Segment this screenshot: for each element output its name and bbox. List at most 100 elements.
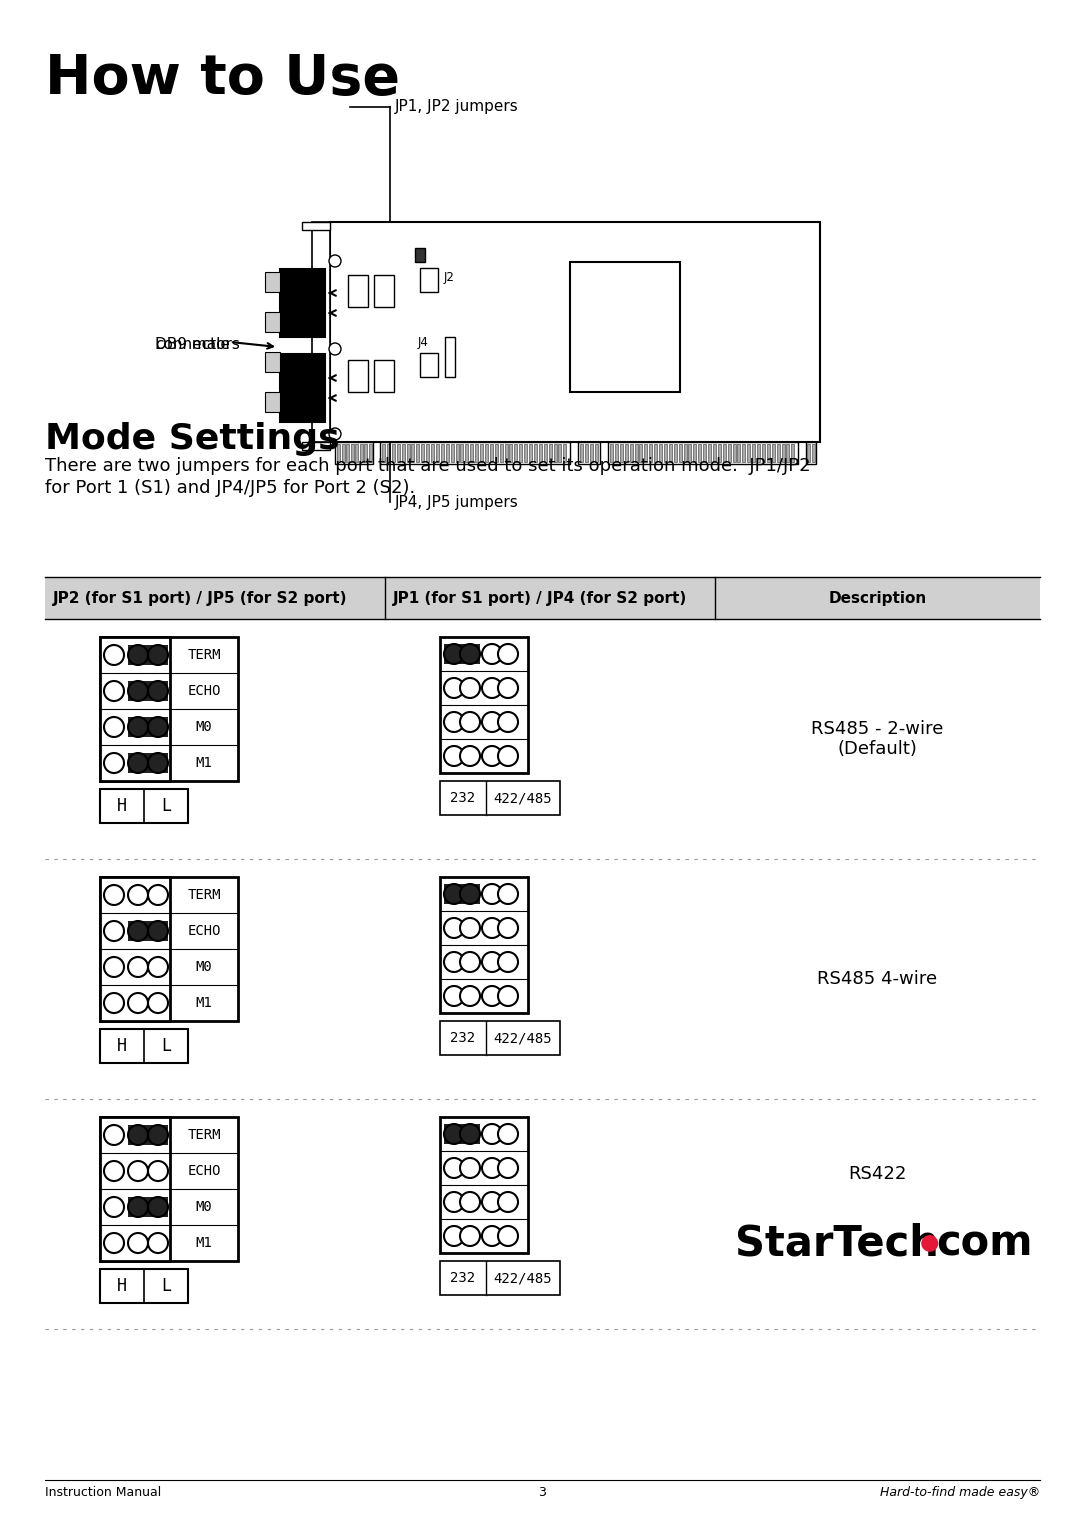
Bar bbox=[265, 393, 280, 412]
Bar bbox=[450, 444, 454, 463]
Bar bbox=[280, 355, 325, 422]
Bar bbox=[100, 1269, 188, 1303]
Circle shape bbox=[148, 884, 168, 906]
Circle shape bbox=[482, 918, 502, 938]
Bar bbox=[460, 444, 463, 463]
Bar bbox=[570, 262, 680, 393]
Text: Mode Settings: Mode Settings bbox=[45, 422, 339, 457]
Circle shape bbox=[444, 884, 464, 904]
Circle shape bbox=[482, 677, 502, 699]
Bar bbox=[330, 222, 820, 441]
Circle shape bbox=[460, 1158, 480, 1178]
Bar bbox=[630, 444, 633, 463]
Bar bbox=[782, 444, 784, 463]
Circle shape bbox=[460, 1192, 480, 1212]
Bar bbox=[558, 444, 562, 463]
Circle shape bbox=[104, 717, 124, 737]
Bar bbox=[534, 444, 537, 463]
Circle shape bbox=[104, 753, 124, 773]
Bar bbox=[635, 444, 637, 463]
Bar bbox=[368, 444, 372, 463]
Text: connectors: connectors bbox=[156, 320, 240, 352]
Circle shape bbox=[498, 1227, 518, 1247]
Bar bbox=[436, 444, 438, 463]
Bar bbox=[684, 444, 687, 463]
Bar bbox=[564, 444, 566, 463]
Circle shape bbox=[460, 644, 480, 664]
Bar bbox=[416, 444, 419, 463]
Text: ECHO: ECHO bbox=[187, 1164, 220, 1178]
Bar bbox=[302, 441, 330, 451]
Circle shape bbox=[104, 884, 124, 906]
Bar bbox=[440, 638, 528, 773]
Bar bbox=[529, 444, 532, 463]
Text: 422/485: 422/485 bbox=[494, 1271, 552, 1285]
Text: com: com bbox=[936, 1224, 1032, 1265]
Text: RS485 4-wire: RS485 4-wire bbox=[818, 970, 937, 988]
Circle shape bbox=[104, 992, 124, 1014]
Bar bbox=[355, 444, 357, 463]
Bar bbox=[440, 1117, 528, 1253]
Bar bbox=[615, 444, 618, 463]
Circle shape bbox=[444, 918, 464, 938]
Bar bbox=[346, 444, 349, 463]
Bar bbox=[500, 444, 502, 463]
Bar bbox=[348, 361, 368, 393]
Text: Description: Description bbox=[828, 591, 927, 606]
Bar bbox=[688, 444, 691, 463]
Text: JP1 (for S1 port) / JP4 (for S2 port): JP1 (for S1 port) / JP4 (for S2 port) bbox=[393, 591, 687, 606]
Circle shape bbox=[148, 717, 168, 737]
Text: H: H bbox=[117, 798, 127, 814]
Circle shape bbox=[498, 712, 518, 732]
Circle shape bbox=[104, 1161, 124, 1181]
Text: TERM: TERM bbox=[187, 1128, 220, 1142]
Circle shape bbox=[329, 342, 341, 355]
Bar bbox=[402, 444, 405, 463]
Circle shape bbox=[129, 717, 148, 737]
Bar bbox=[807, 444, 810, 463]
Bar bbox=[703, 444, 706, 463]
Circle shape bbox=[148, 1125, 168, 1145]
Bar bbox=[595, 444, 598, 463]
Bar bbox=[549, 444, 552, 463]
Text: H: H bbox=[117, 1036, 127, 1055]
Circle shape bbox=[148, 680, 168, 702]
Bar bbox=[374, 361, 394, 393]
Bar bbox=[380, 441, 570, 464]
Bar bbox=[441, 444, 444, 463]
Text: J4: J4 bbox=[418, 336, 429, 349]
Text: TERM: TERM bbox=[187, 887, 220, 903]
Circle shape bbox=[129, 1125, 148, 1145]
Text: 232: 232 bbox=[450, 1271, 475, 1285]
Text: M0: M0 bbox=[195, 720, 213, 734]
Bar bbox=[539, 444, 542, 463]
Circle shape bbox=[104, 1196, 124, 1218]
Bar bbox=[480, 444, 483, 463]
Bar bbox=[786, 444, 789, 463]
Text: 232: 232 bbox=[450, 1030, 475, 1046]
Bar bbox=[742, 444, 745, 463]
Circle shape bbox=[498, 951, 518, 973]
Circle shape bbox=[129, 680, 148, 702]
Bar bbox=[312, 222, 330, 441]
Circle shape bbox=[498, 644, 518, 664]
Bar bbox=[440, 877, 528, 1014]
Bar bbox=[495, 444, 498, 463]
Bar bbox=[747, 444, 751, 463]
Bar bbox=[524, 444, 527, 463]
Bar bbox=[100, 877, 170, 1021]
Bar bbox=[580, 444, 583, 463]
Bar bbox=[420, 268, 438, 292]
Bar bbox=[761, 444, 765, 463]
Circle shape bbox=[482, 884, 502, 904]
Text: Instruction Manual: Instruction Manual bbox=[45, 1485, 161, 1499]
Circle shape bbox=[444, 1227, 464, 1247]
Bar bbox=[100, 877, 238, 1021]
Circle shape bbox=[460, 951, 480, 973]
Bar bbox=[129, 717, 168, 737]
Text: JP1, JP2 jumpers: JP1, JP2 jumpers bbox=[395, 99, 518, 114]
Bar bbox=[280, 269, 325, 336]
Circle shape bbox=[498, 986, 518, 1006]
Bar bbox=[664, 444, 667, 463]
Bar bbox=[396, 444, 400, 463]
